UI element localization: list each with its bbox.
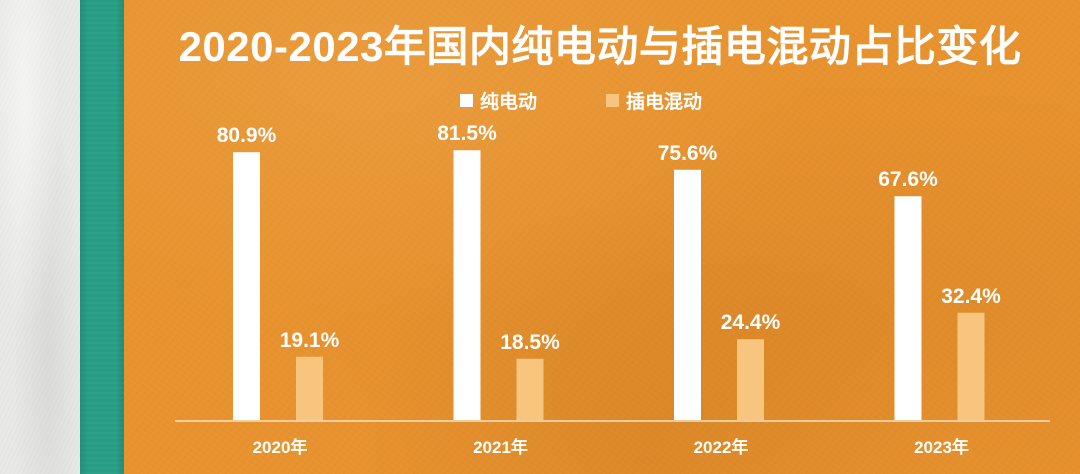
bar-phev-2021 (516, 358, 544, 420)
x-tick-label-2022: 2022年 (694, 437, 749, 457)
bar-phev-2022 (737, 339, 764, 420)
legend-item-bev: 纯电动 (460, 89, 538, 113)
bar-bev-2021 (453, 150, 481, 421)
legend-item-phev: 插电混动 (606, 89, 703, 113)
chart-title: 2020-2023年国内纯电动与插电混动占比变化 (178, 23, 1022, 70)
data-label-bev-2023: 67.6% (878, 168, 938, 191)
data-label-phev-2023: 32.4% (941, 285, 1001, 308)
data-label-phev-2021: 18.5% (500, 331, 560, 354)
x-tick-label-2023: 2023年 (914, 437, 969, 457)
bar-bev-2020 (233, 152, 260, 420)
bar-bev-2023 (894, 196, 922, 420)
x-tick-label-2020: 2020年 (253, 437, 308, 457)
legend-label-bev: 纯电动 (480, 91, 538, 113)
data-label-bev-2021: 81.5% (437, 122, 497, 145)
bar-phev-2020 (296, 356, 323, 420)
bar-phev-2023 (957, 312, 985, 420)
legend-swatch-phev (606, 93, 619, 107)
accent-stripe (80, 0, 124, 474)
data-label-bev-2020: 80.9% (217, 124, 277, 147)
bar-bev-2022 (674, 169, 701, 420)
paper-texture-margin (0, 0, 80, 474)
data-label-bev-2022: 75.6% (658, 142, 718, 165)
data-label-phev-2022: 24.4% (721, 311, 781, 334)
legend-swatch-bev (460, 93, 473, 107)
data-label-phev-2020: 19.1% (280, 329, 340, 352)
x-tick-label-2021: 2021年 (473, 437, 528, 457)
legend-label-phev: 插电混动 (626, 91, 703, 113)
